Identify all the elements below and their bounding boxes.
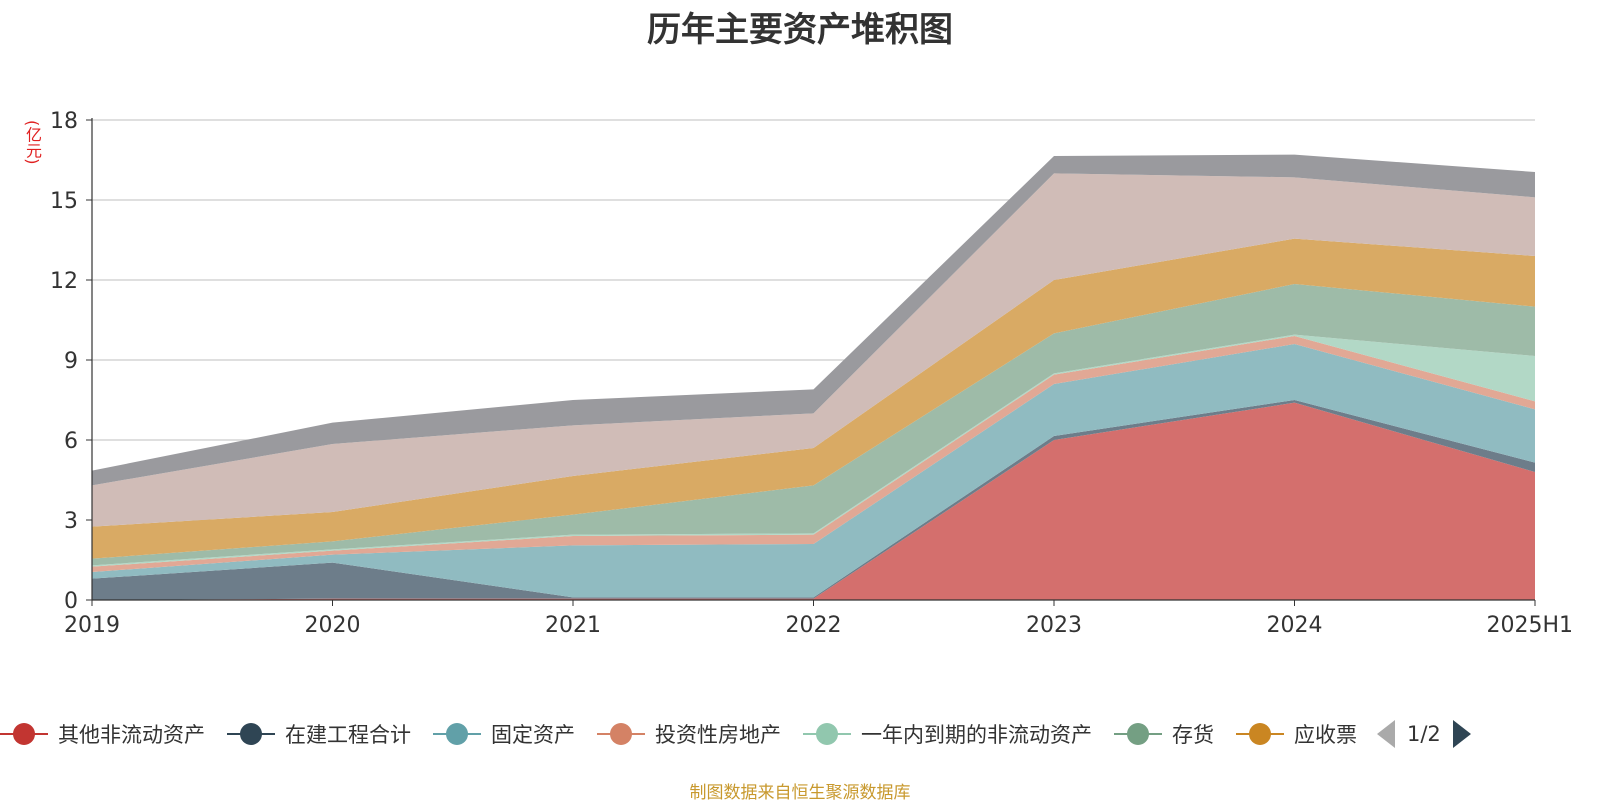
x-tick-label: 2023 xyxy=(1026,613,1082,638)
legend-marker-icon xyxy=(227,722,275,746)
legend-page-indicator: 1/2 xyxy=(1407,722,1441,746)
legend-label: 应收票 xyxy=(1294,723,1357,747)
legend-marker-icon xyxy=(597,722,645,746)
y-tick-label: 6 xyxy=(64,429,78,454)
area-series xyxy=(92,154,1535,600)
legend-prev-page-icon[interactable] xyxy=(1377,720,1395,748)
x-tick-label: 2024 xyxy=(1267,613,1323,638)
legend-label: 其他非流动资产 xyxy=(58,723,205,747)
legend-label: 固定资产 xyxy=(491,723,575,747)
stacked-area-chart: 0 3 6 9 12 15 18 2019 2020 2021 2022 2023 2024 2025H1 xyxy=(50,109,1573,638)
legend-marker-icon xyxy=(0,722,48,746)
legend-marker-icon xyxy=(433,722,481,746)
area-series-1 xyxy=(92,400,1535,600)
legend-item[interactable]: 其他非流动资产 xyxy=(0,719,205,749)
legend-label: 投资性房地产 xyxy=(655,723,781,747)
area-series-8 xyxy=(92,154,1535,486)
legend-item[interactable]: 固定资产 xyxy=(433,719,575,749)
y-tick-label: 3 xyxy=(64,509,78,534)
chart-title: 历年主要资产堆积图 xyxy=(647,10,953,50)
area-series-5 xyxy=(92,284,1535,566)
legend-item[interactable]: 一年内到期的非流动资产 xyxy=(803,719,1092,749)
legend-marker-icon xyxy=(1114,722,1162,746)
area-series-0 xyxy=(92,402,1535,600)
legend: 其他非流动资产 在建工程合计 固定资产 投资性房地产 一年内到期的非流动资产 存货 应收票 … xyxy=(0,716,1600,752)
legend-pager: 1/2 xyxy=(1377,720,1471,748)
legend-item[interactable]: 存货 xyxy=(1114,719,1214,749)
x-tick-label: 2020 xyxy=(305,613,361,638)
y-tick-label: 18 xyxy=(50,109,78,134)
y-axis-unit-label: (亿元) xyxy=(23,120,42,165)
y-tick-label: 9 xyxy=(64,349,78,374)
legend-label: 在建工程合计 xyxy=(285,723,411,747)
area-series-4 xyxy=(92,334,1535,567)
legend-next-page-icon[interactable] xyxy=(1452,720,1471,748)
legend-marker-icon xyxy=(1236,722,1284,746)
x-tick-label: 2025H1 xyxy=(1486,613,1573,638)
y-tick-label: 15 xyxy=(50,189,78,214)
y-tick-label: 12 xyxy=(50,269,78,294)
legend-item[interactable]: 应收票 xyxy=(1236,719,1357,749)
area-series-6 xyxy=(92,238,1535,559)
legend-label: 一年内到期的非流动资产 xyxy=(861,723,1092,747)
y-tick-label: 0 xyxy=(64,589,78,614)
x-tick-label: 2022 xyxy=(786,613,842,638)
legend-label: 存货 xyxy=(1172,723,1214,747)
legend-item[interactable]: 投资性房地产 xyxy=(597,719,781,749)
area-series-2 xyxy=(92,344,1535,598)
legend-marker-icon xyxy=(803,722,851,746)
area-series-7 xyxy=(92,173,1535,527)
x-tick-label: 2021 xyxy=(545,613,601,638)
x-tick-label: 2019 xyxy=(64,613,120,638)
axes: 0 3 6 9 12 15 18 2019 2020 2021 2022 2023 2024 2025H1 xyxy=(50,109,1573,638)
data-source-note: 制图数据来自恒生聚源数据库 xyxy=(689,783,911,803)
legend-item[interactable]: 在建工程合计 xyxy=(227,719,411,749)
